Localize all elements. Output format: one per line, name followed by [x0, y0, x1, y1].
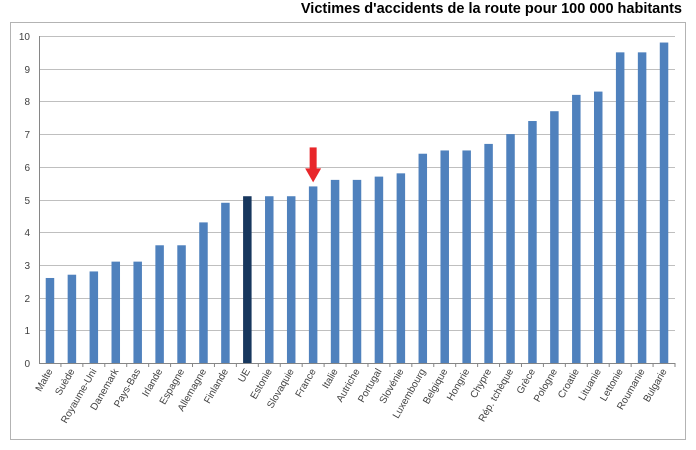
chart-title: Victimes d'accidents de la route pour 10… [300, 1, 682, 17]
x-tick-label: France [294, 367, 319, 400]
y-tick-label: 9 [24, 65, 30, 76]
bar [352, 179, 362, 363]
chart-frame [10, 22, 686, 440]
bar [462, 150, 471, 363]
y-tick-label: 10 [19, 32, 31, 43]
x-tick-label: UE [236, 367, 253, 385]
y-tick-label: 0 [24, 359, 30, 370]
y-tick-label: 7 [24, 130, 30, 141]
bar [396, 173, 406, 363]
bar [374, 176, 384, 363]
bar [440, 150, 449, 363]
bar [67, 274, 77, 363]
bar [528, 121, 537, 364]
bar [506, 134, 515, 363]
red-arrow-marker [305, 147, 322, 183]
bar [308, 186, 318, 363]
bar-highlighted [243, 196, 252, 363]
y-tick-label: 2 [24, 294, 30, 305]
bar [45, 277, 55, 363]
bar [265, 196, 274, 363]
bar [418, 153, 428, 363]
bar [572, 94, 581, 364]
bar [637, 52, 647, 363]
x-tick-label: Malte [34, 367, 56, 394]
bar [155, 245, 164, 363]
bar [484, 143, 493, 363]
bar [550, 111, 559, 364]
bar [177, 245, 186, 363]
x-tick-label: Italie [321, 367, 341, 391]
bar [593, 91, 603, 363]
y-tick-label: 6 [24, 163, 30, 174]
bar [221, 202, 230, 363]
y-tick-label: 8 [24, 97, 30, 108]
bar [199, 222, 208, 363]
y-tick-label: 5 [24, 196, 30, 207]
bar [659, 42, 669, 363]
bar [111, 261, 121, 363]
bar [133, 261, 142, 363]
x-tick-label: Grèce [515, 367, 538, 396]
bar [89, 271, 99, 363]
bar [330, 179, 340, 363]
bar [286, 196, 296, 363]
y-tick-label: 1 [24, 326, 30, 337]
y-tick-label: 4 [24, 228, 30, 239]
y-tick-label: 3 [24, 261, 30, 272]
bar [615, 52, 625, 363]
